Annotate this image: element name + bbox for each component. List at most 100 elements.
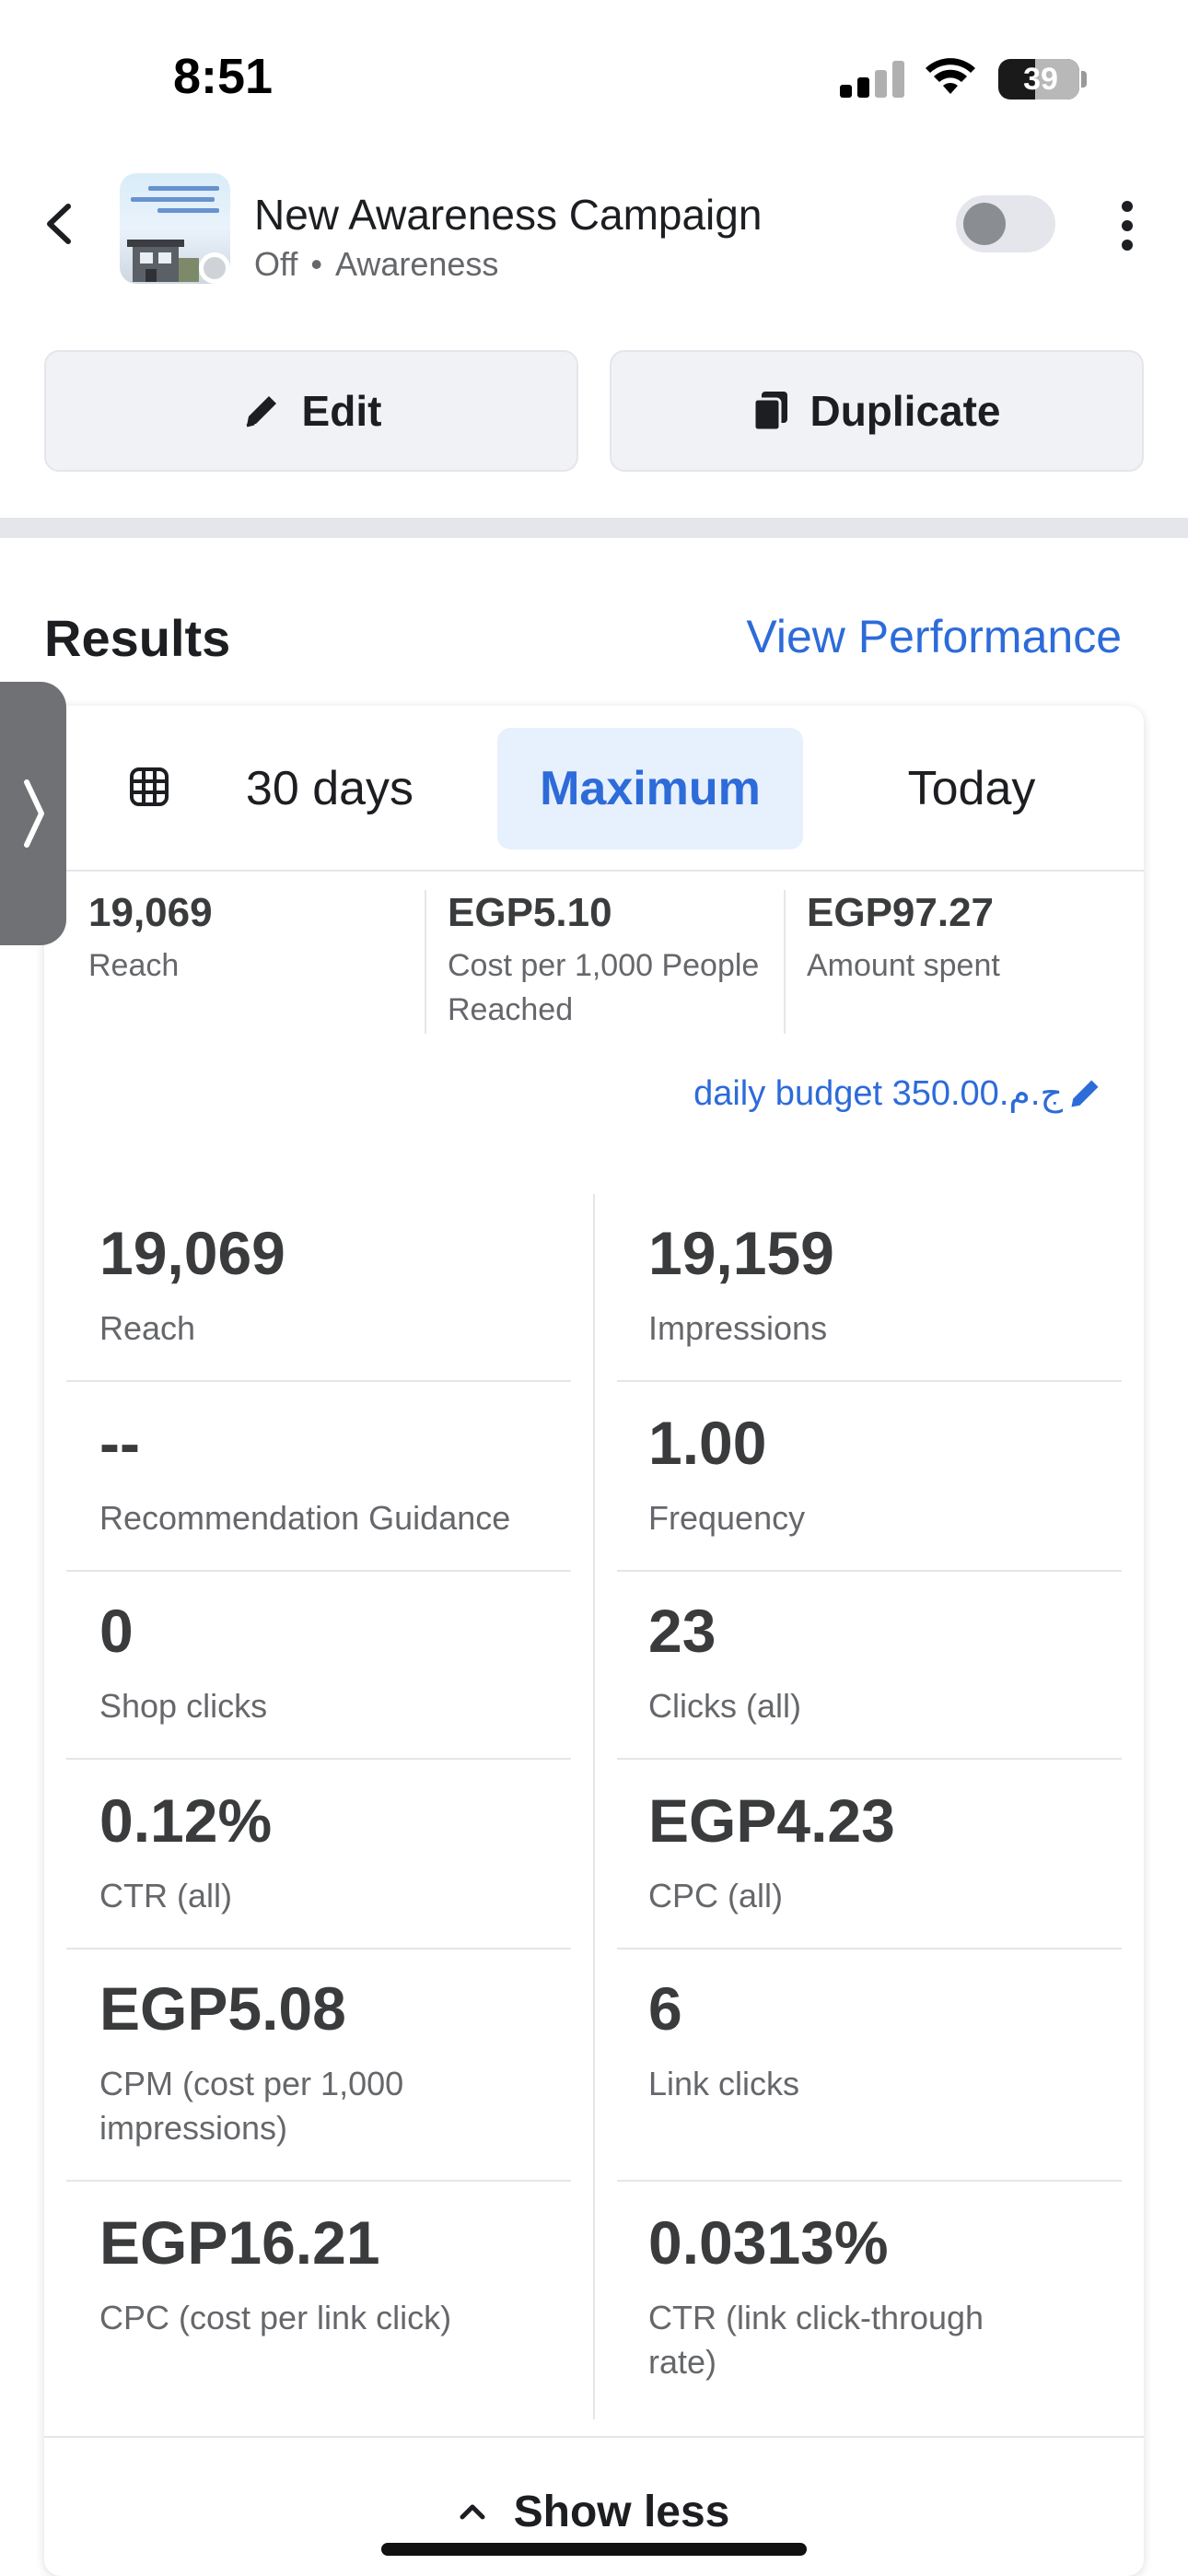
metric-label: Link clicks (648, 2065, 800, 2102)
duplicate-icon (752, 392, 788, 432)
metric-label: Frequency (648, 1499, 806, 1537)
summary-label: Cost per 1,000 People Reached (448, 948, 760, 1027)
row-divider (617, 1570, 1122, 1572)
row-divider (617, 1380, 1122, 1382)
results-card: 30 days Maximum Today 19,069 Reach EGP5.… (44, 706, 1144, 2576)
metric-cpc-link: EGP16.21 CPC (cost per link click) (99, 2207, 606, 2340)
battery-level: 39 (1023, 62, 1058, 97)
view-performance-link[interactable]: View Performance (746, 611, 1122, 662)
more-options-icon[interactable] (1116, 201, 1138, 252)
metric-label: CTR (all) (99, 1877, 232, 1914)
row-divider (66, 1948, 571, 1950)
home-indicator[interactable] (381, 2543, 807, 2556)
tab-30-days[interactable]: 30 days (245, 762, 414, 815)
metric-value: EGP5.08 (99, 1974, 346, 2043)
summary-item: 19,069 Reach (88, 890, 420, 1037)
summary-label: Amount spent (807, 948, 1000, 983)
metric-clicks-all: 23 Clicks (all) (648, 1596, 1144, 1728)
daily-budget-link[interactable]: daily budget 350.00.ج.م (693, 1072, 1103, 1114)
metric-cpm: EGP5.08 CPM (cost per 1,000 impressions) (99, 1973, 532, 2150)
metric-label: Recommendation Guidance (99, 1499, 511, 1537)
pencil-icon (246, 396, 276, 427)
chevron-right-icon (24, 779, 44, 848)
summary-divider (425, 890, 426, 1034)
metric-value: EGP16.21 (99, 2208, 380, 2277)
edit-button[interactable]: Edit (44, 350, 578, 472)
metric-label: Impressions (648, 1309, 828, 1347)
metric-value: 19,069 (99, 1219, 285, 1287)
metric-ctr-all: 0.12% CTR (all) (99, 1786, 606, 1918)
summary-value: 19,069 (88, 890, 213, 935)
row-divider (617, 1758, 1122, 1760)
metric-cpc-all: EGP4.23 CPC (all) (648, 1786, 1144, 1918)
metric-value: -- (99, 1409, 140, 1477)
metric-label: Reach (99, 1309, 196, 1347)
campaign-objective: Awareness (334, 245, 499, 283)
metric-value: EGP4.23 (648, 1786, 895, 1855)
edit-label: Edit (301, 387, 382, 435)
cellular-signal-icon (840, 61, 904, 98)
section-divider (0, 518, 1188, 538)
metric-label: CPM (cost per 1,000 impressions) (99, 2065, 404, 2147)
metric-value: 6 (648, 1974, 682, 2043)
status-dot (199, 252, 230, 284)
toggle-knob (963, 203, 1006, 245)
chevron-up-icon (460, 2504, 485, 2520)
metric-label: Clicks (all) (648, 1687, 801, 1725)
metric-recommendation-guidance: -- Recommendation Guidance (99, 1408, 606, 1540)
status-bar: 8:51 39 (0, 0, 1188, 161)
campaign-title: New Awareness Campaign (254, 191, 763, 239)
campaign-thumbnail (120, 173, 230, 284)
campaign-status: Off (254, 245, 298, 283)
row-divider (66, 2180, 571, 2182)
metric-label: CPC (all) (648, 1877, 784, 1914)
summary-label: Reach (88, 948, 180, 983)
summary-value: EGP97.27 (807, 890, 995, 935)
summary-item: EGP97.27 Amount spent (807, 890, 1138, 1037)
daily-budget-text: daily budget 350.00.ج.م (693, 1074, 1063, 1113)
calendar-grid-icon[interactable] (129, 767, 169, 807)
back-chevron-icon[interactable] (41, 201, 77, 247)
metric-value: 0.12% (99, 1786, 273, 1855)
tab-maximum[interactable]: Maximum (497, 728, 803, 849)
results-title: Results (44, 609, 231, 667)
metric-label: CPC (cost per link click) (99, 2299, 452, 2336)
duplicate-button[interactable]: Duplicate (610, 350, 1144, 472)
wifi-icon (926, 58, 975, 94)
house-image-icon (127, 240, 199, 282)
metric-shop-clicks: 0 Shop clicks (99, 1596, 606, 1728)
row-divider (66, 1570, 571, 1572)
battery-icon: 39 (998, 59, 1079, 100)
summary-value: EGP5.10 (448, 890, 612, 935)
row-divider (66, 1380, 571, 1382)
summary-divider (784, 890, 786, 1034)
row-divider (617, 2180, 1122, 2182)
metric-link-clicks: 6 Link clicks (648, 1973, 1144, 2106)
metric-value: 1.00 (648, 1409, 767, 1477)
show-less-label: Show less (513, 2487, 730, 2536)
metrics-divider (593, 1194, 595, 2419)
metric-label: Shop clicks (99, 1687, 268, 1725)
metric-value: 0.0313% (648, 2208, 889, 2277)
status-time: 8:51 (173, 49, 274, 104)
battery-nub (1081, 71, 1087, 88)
metric-impressions: 19,159 Impressions (648, 1218, 1144, 1351)
metric-label: CTR (link click-through rate) (648, 2299, 984, 2381)
metric-value: 19,159 (648, 1219, 834, 1287)
row-divider (66, 1758, 571, 1760)
date-range-tabs: 30 days Maximum Today (44, 706, 1144, 872)
duplicate-label: Duplicate (809, 387, 1001, 435)
summary-item: EGP5.10 Cost per 1,000 People Reached (448, 890, 798, 1037)
side-panel-handle[interactable] (0, 682, 66, 945)
subtitle-separator: • (310, 245, 322, 283)
show-less-button[interactable]: Show less (44, 2456, 1144, 2567)
pencil-icon (1071, 1079, 1099, 1107)
campaign-toggle[interactable] (956, 195, 1055, 252)
metric-frequency: 1.00 Frequency (648, 1408, 1144, 1540)
metric-value: 0 (99, 1597, 134, 1665)
summary-row: 19,069 Reach EGP5.10 Cost per 1,000 Peop… (44, 873, 1144, 1048)
tab-today[interactable]: Today (907, 762, 1036, 815)
campaign-subtitle: Off • Awareness (254, 245, 498, 284)
metric-reach: 19,069 Reach (99, 1218, 606, 1351)
row-divider (617, 1948, 1122, 1950)
